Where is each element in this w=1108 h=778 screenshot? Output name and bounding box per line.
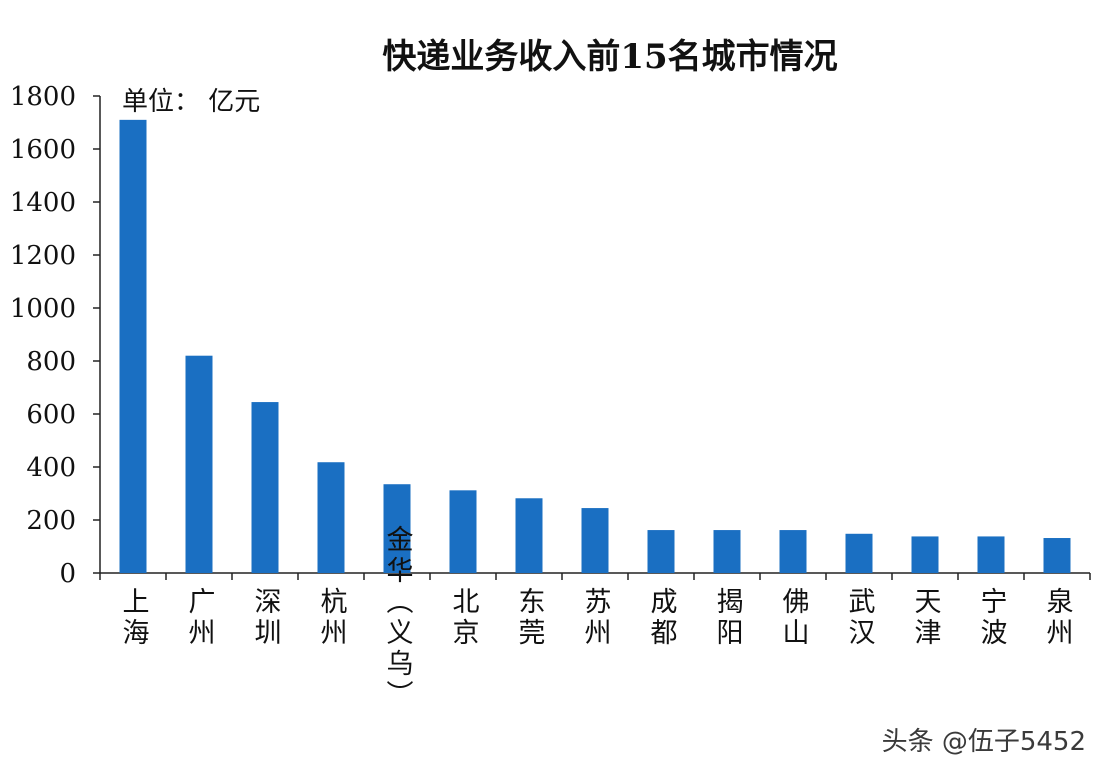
x-tick-label: 杭州 (316, 587, 348, 649)
y-tick-label: 0 (59, 559, 76, 589)
bar (845, 533, 873, 573)
x-tick-label-text: 揭阳 (712, 587, 743, 649)
x-tick-label-text: 武汉 (844, 587, 875, 649)
x-tick-label: 上海 (118, 587, 149, 649)
y-tick-labels: 0 200 400 600 800 1000 1200 1400 1600 1800 (10, 82, 76, 589)
axes (93, 95, 1091, 580)
bars (119, 119, 1071, 573)
watermark: 头条 @伍子5452 (881, 727, 1086, 757)
x-tick-label: 广州 (184, 587, 216, 649)
bar (911, 536, 939, 573)
x-tick-label: 北京 (448, 587, 480, 649)
x-tick-label-text: 北京 (448, 587, 480, 649)
x-tick-label: 揭阳 (712, 587, 743, 649)
x-tick-label: 苏州 (580, 587, 612, 649)
bar (1043, 538, 1071, 573)
x-tick-label: 金华（义乌） (382, 525, 414, 711)
x-tick-label: 佛山 (778, 587, 810, 649)
y-tick-label: 1800 (10, 82, 76, 112)
x-tick-label: 泉州 (1042, 587, 1074, 649)
x-tick-label: 宁波 (976, 587, 1007, 649)
x-tick-label: 成都 (646, 587, 678, 649)
bar (779, 530, 807, 573)
bar (383, 484, 411, 573)
y-tick-label: 1600 (10, 135, 76, 165)
bar (119, 119, 147, 573)
bar (317, 462, 345, 573)
y-tick-label: 400 (26, 453, 76, 483)
x-tick-label-text: 深圳 (250, 587, 282, 649)
x-tick-label: 天津 (910, 587, 942, 649)
x-tick-label-text: 东莞 (514, 587, 545, 649)
y-tick-label: 200 (26, 506, 76, 536)
unit-label: 单位： 亿元 (122, 87, 260, 117)
x-tick-label-text: 宁波 (976, 587, 1007, 649)
y-tick-label: 1000 (10, 294, 76, 324)
x-tick-label-text: 天津 (910, 587, 942, 649)
x-tick-label-text: 金华（义乌） (382, 525, 414, 711)
x-tick-label-text: 杭州 (316, 587, 348, 649)
x-tick-label: 武汉 (844, 587, 875, 649)
x-tick-label: 深圳 (250, 587, 282, 649)
x-tick-label: 东莞 (514, 587, 545, 649)
x-tick-label-text: 苏州 (580, 587, 612, 649)
chart-title: 快递业务收入前15名城市情况 (382, 37, 837, 77)
bar (977, 536, 1005, 573)
x-tick-labels: 上海 广州 深圳 杭州 金华（义乌） 北京 东莞 苏州 成都 揭阳 佛山 武汉 天津 宁波 泉州 (118, 525, 1074, 711)
bar (449, 490, 477, 573)
x-tick-label-text: 泉州 (1042, 587, 1074, 649)
x-tick-label-text: 成都 (646, 587, 678, 649)
y-tick-label: 1200 (10, 241, 76, 271)
bar (251, 402, 279, 573)
y-tick-label: 1400 (10, 188, 76, 218)
bar (185, 355, 213, 573)
y-tick-label: 800 (26, 347, 76, 377)
x-tick-label-text: 广州 (184, 587, 216, 649)
y-tick-label: 600 (26, 400, 76, 430)
bar (581, 508, 609, 573)
bar (713, 530, 741, 573)
x-tick-label-text: 佛山 (778, 587, 810, 649)
bar (647, 530, 675, 573)
x-tick-label-text: 上海 (118, 587, 149, 649)
bar (515, 498, 543, 573)
